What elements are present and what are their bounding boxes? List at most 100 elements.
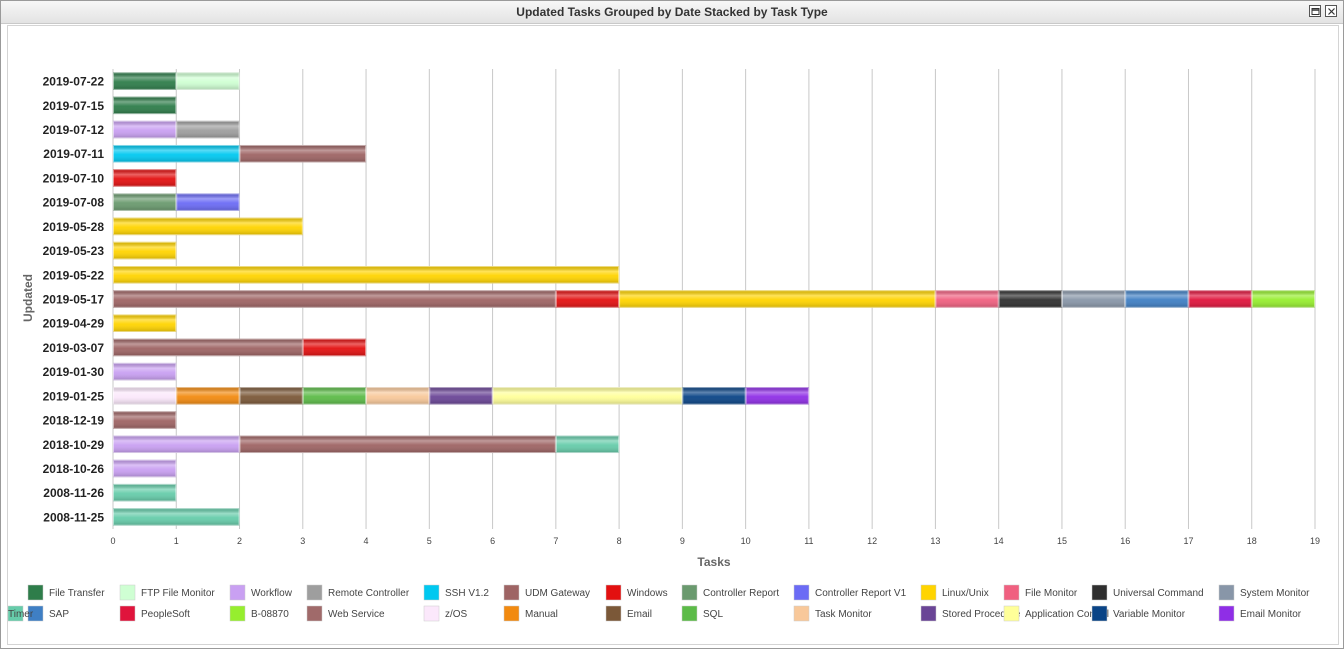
legend-item[interactable]: Email [605,605,652,622]
bar-gloss [619,290,936,308]
bar-gloss [113,314,177,332]
chart-area: 0 1 2 3 4 5 6 7 8 9 10 11 12 13 14 15 16 17 18 19 2019-07-2… [7,25,1339,645]
bar-segment-edge [113,314,177,332]
bar-gloss [113,338,303,357]
legend-label: File Monitor [1025,588,1078,599]
bar-gloss [555,290,620,308]
bar-segment-edge [555,435,620,454]
legend-item[interactable]: Stored Procedure [920,605,1021,622]
legend-item[interactable]: Application Control [1003,605,1109,622]
legend-item[interactable]: File Monitor [1003,584,1078,601]
legend-label: Email Monitor [1240,609,1302,620]
y-axis-title: Updated [21,274,35,322]
legend-item[interactable]: Web Service [306,605,385,622]
legend-item[interactable]: Controller Report V1 [793,584,907,601]
bar-gloss [1061,290,1126,308]
legend-item[interactable]: Variable Monitor [1091,605,1186,622]
legend-item[interactable]: SSH V1.2 [423,584,489,601]
legend-item[interactable]: Controller Report [681,584,779,601]
legend-swatch [1218,584,1235,601]
legend-label: PeopleSoft [141,609,190,620]
legend-item[interactable]: Manual [503,605,558,622]
bar-segment-edge [682,387,746,405]
maximize-icon[interactable] [1309,5,1321,17]
legend-swatch [920,605,937,622]
window-titlebar: Updated Tasks Grouped by Date Stacked by… [1,1,1343,24]
x-tick-label: 15 [1057,536,1067,546]
bar-segment-edge [176,120,240,139]
legend-label: B-08870 [251,609,289,620]
bar-segment-edge [113,459,177,478]
legend-swatch [503,605,520,622]
legend-item[interactable]: z/OS [423,605,468,622]
y-tick-label: 2019-07-08 [43,196,105,210]
x-tick-label: 4 [364,536,369,546]
bar-segment-edge [1061,290,1126,308]
legend-item[interactable]: FTP File Monitor [119,584,215,601]
y-tick-label: 2019-03-07 [43,341,105,355]
legend-item[interactable]: Universal Command [1091,584,1204,601]
legend-label: Variable Monitor [1113,609,1186,620]
bar-segment-edge [113,96,177,115]
legend-label: File Transfer [49,588,105,599]
bar-gloss [429,387,493,405]
x-tick-label: 10 [741,536,751,546]
y-tick-label: 2008-11-25 [43,510,104,524]
y-tick-label: 2019-04-29 [43,317,105,331]
y-tick-label: 2019-07-10 [43,171,105,185]
legend-item[interactable]: Windows [605,584,668,601]
legend-item[interactable]: File Transfer [27,584,105,601]
bar-gloss [113,144,240,163]
window-title: Updated Tasks Grouped by Date Stacked by… [516,5,828,19]
y-tick-label: 2019-01-30 [43,365,105,379]
legend-item[interactable]: Timer [7,605,34,622]
x-tick-label: 2 [237,536,242,546]
y-tick-label: 2019-07-22 [43,75,105,89]
legend-label: Application Control [1025,609,1109,620]
x-tick-label: 18 [1247,536,1257,546]
legend-label: Web Service [328,609,385,620]
legend-swatch [306,605,323,622]
legend-item[interactable]: Linux/Unix [920,584,989,601]
x-tick-label: 7 [553,536,558,546]
legend-item[interactable]: UDM Gateway [503,584,590,601]
close-icon[interactable] [1325,5,1337,17]
bar-gloss [239,435,556,454]
bar-gloss [113,241,177,260]
bar-segment-edge [113,241,177,260]
bar-segment-edge [176,387,240,405]
x-tick-label: 13 [930,536,940,546]
legend-label: FTP File Monitor [141,588,215,599]
legend-item[interactable]: PeopleSoft [119,605,190,622]
legend-label: SAP [49,609,69,620]
x-tick-label: 11 [804,536,813,546]
legend-swatch [1218,605,1235,622]
bar-segment-edge [113,362,177,381]
bar-segment-edge [176,72,240,90]
legend-item[interactable]: Workflow [229,584,293,601]
bar-gloss [176,193,240,211]
bar-segment-edge [302,387,367,405]
legend-item[interactable]: System Monitor [1218,584,1310,601]
y-tick-label: 2019-07-11 [43,147,104,161]
bar-gloss [113,72,177,90]
x-tick-label: 12 [867,536,877,546]
y-tick-label: 2019-05-28 [43,220,105,234]
bar-gloss [1188,290,1252,308]
x-tick-label: 5 [427,536,432,546]
y-tick-label: 2019-05-22 [43,268,105,282]
legend-item[interactable]: SAP [27,605,69,622]
legend-item[interactable]: Task Monitor [793,605,872,622]
legend-item[interactable]: Email Monitor [1218,605,1302,622]
bar-segment-edge [113,169,177,187]
bar-segment-edge [239,144,367,163]
legend-swatch [503,584,520,601]
legend-item[interactable]: Remote Controller [306,584,410,601]
legend-item[interactable]: B-08870 [229,605,289,622]
bar-gloss [113,435,240,454]
bar-segment-edge [1251,290,1315,308]
legend-item[interactable]: SQL [681,605,723,622]
bar-segment-edge [113,338,303,357]
legend-label: Controller Report V1 [815,588,907,599]
